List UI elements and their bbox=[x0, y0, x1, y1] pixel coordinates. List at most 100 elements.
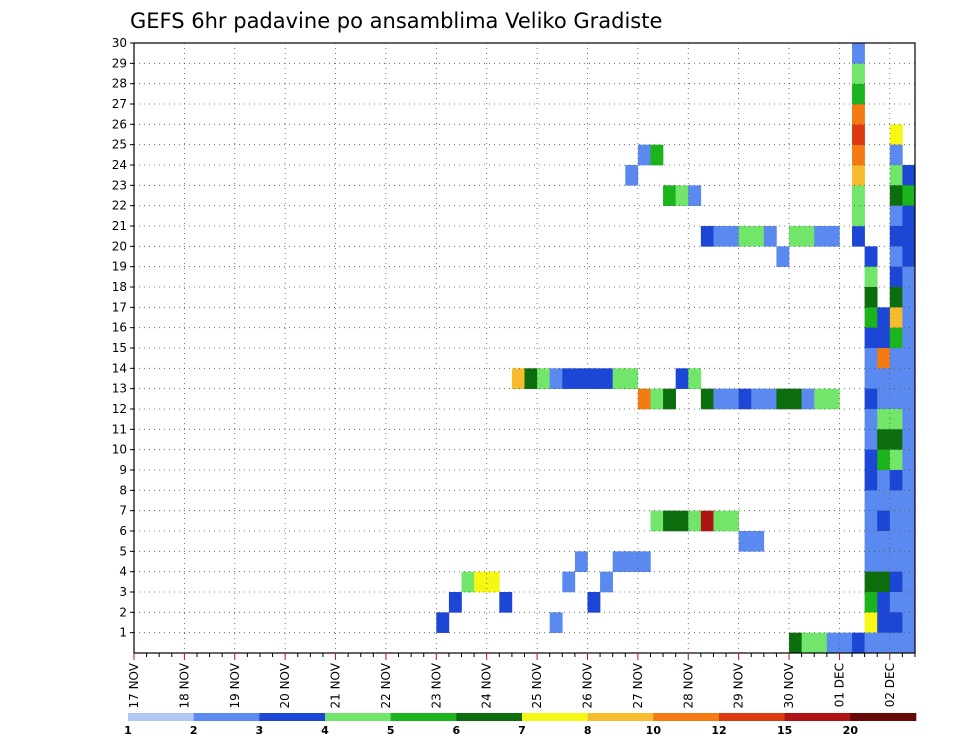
precip-cell bbox=[562, 571, 576, 593]
precip-cell bbox=[852, 124, 865, 145]
precip-cell bbox=[877, 327, 891, 349]
x-axis: 17 NOV 18 NOV 19 NOV 20 NOV 21 NOV 22 NOV 23 N… bbox=[127, 653, 916, 709]
precip-cell bbox=[738, 531, 752, 552]
precip-cell bbox=[902, 185, 916, 206]
precip-cell bbox=[902, 266, 916, 288]
precip-cell bbox=[826, 632, 840, 654]
y-tick-label: 19 bbox=[112, 260, 127, 274]
precip-cell bbox=[889, 327, 903, 349]
y-tick-label: 20 bbox=[112, 239, 127, 253]
precip-cell bbox=[889, 571, 903, 593]
legend-color-swatch bbox=[850, 713, 917, 721]
y-tick-label: 11 bbox=[112, 422, 127, 436]
precip-cell bbox=[625, 165, 639, 186]
precip-cell bbox=[889, 632, 903, 654]
precip-cell bbox=[902, 409, 916, 430]
precip-cell bbox=[877, 429, 891, 450]
y-tick-label: 29 bbox=[112, 56, 127, 70]
precip-cell bbox=[889, 409, 903, 430]
precip-cell bbox=[738, 388, 752, 410]
precip-cell bbox=[650, 510, 664, 532]
precip-cell bbox=[864, 571, 878, 593]
y-axis: 1234567891011121314151617181920212223242… bbox=[112, 36, 134, 640]
legend-level-label: 15 bbox=[777, 724, 792, 737]
precip-cell bbox=[789, 388, 802, 410]
y-tick-label: 24 bbox=[112, 158, 127, 172]
precip-cell bbox=[625, 551, 639, 572]
precip-cell bbox=[826, 226, 840, 247]
x-tick-label: 30 NOV bbox=[782, 662, 796, 708]
precip-cell bbox=[776, 246, 790, 267]
precip-cell bbox=[612, 368, 626, 389]
precip-cell bbox=[889, 144, 903, 166]
precip-cell bbox=[688, 368, 702, 389]
precip-cell bbox=[852, 185, 865, 206]
precip-cell bbox=[486, 571, 500, 593]
precip-cell bbox=[688, 185, 702, 206]
precip-cell bbox=[864, 429, 878, 450]
precip-cell bbox=[663, 510, 676, 532]
precip-cell bbox=[801, 632, 815, 654]
legend-color-swatch bbox=[390, 713, 457, 721]
precip-cell bbox=[675, 185, 689, 206]
precip-cell bbox=[902, 226, 916, 247]
precip-cell bbox=[877, 368, 891, 389]
legend-level-label: 6 bbox=[453, 724, 461, 737]
precip-cell bbox=[726, 388, 739, 410]
legend-level-label: 5 bbox=[387, 724, 395, 737]
precip-cell bbox=[511, 368, 525, 389]
precip-cell bbox=[864, 449, 878, 471]
precip-cell bbox=[549, 368, 563, 389]
y-tick-label: 27 bbox=[112, 97, 127, 111]
precip-cell bbox=[612, 551, 626, 572]
x-tick-label: 02 DEC bbox=[883, 663, 897, 707]
precip-cell bbox=[864, 287, 878, 308]
precip-cell bbox=[574, 551, 588, 572]
precip-cell bbox=[625, 368, 639, 389]
precip-cell bbox=[889, 429, 903, 450]
precip-cell bbox=[675, 510, 689, 532]
y-tick-label: 9 bbox=[119, 463, 127, 477]
precip-cell bbox=[902, 592, 916, 613]
precip-cell bbox=[877, 612, 891, 633]
x-tick-label: 18 NOV bbox=[177, 662, 191, 708]
precip-cell bbox=[864, 266, 878, 288]
precip-cell bbox=[889, 388, 903, 410]
precip-cell bbox=[763, 388, 777, 410]
precip-cell bbox=[700, 510, 714, 532]
precip-cell bbox=[826, 388, 840, 410]
precip-cell bbox=[574, 368, 588, 389]
y-tick-label: 25 bbox=[112, 138, 127, 152]
precip-cell bbox=[814, 388, 828, 410]
precip-cell bbox=[814, 632, 828, 654]
precip-cell bbox=[524, 368, 538, 389]
precip-cell bbox=[902, 510, 916, 532]
precip-cell bbox=[436, 612, 450, 633]
precip-cell bbox=[902, 449, 916, 471]
precip-cell bbox=[902, 327, 916, 349]
precip-cell bbox=[902, 612, 916, 633]
y-tick-label: 15 bbox=[112, 341, 127, 355]
precip-cell bbox=[751, 531, 765, 552]
precip-cell bbox=[600, 368, 613, 389]
precip-cell bbox=[738, 226, 752, 247]
precip-cell bbox=[902, 287, 916, 308]
precip-cell bbox=[852, 83, 865, 105]
legend-level-label: 3 bbox=[256, 724, 264, 737]
precip-cell bbox=[902, 571, 916, 593]
precip-cell bbox=[877, 348, 891, 369]
precip-cell bbox=[889, 348, 903, 369]
precip-cell bbox=[902, 531, 916, 552]
precip-cell bbox=[889, 266, 903, 288]
legend-level-label: 8 bbox=[584, 724, 592, 737]
precip-cell bbox=[877, 632, 891, 654]
y-tick-label: 16 bbox=[112, 321, 127, 335]
y-tick-label: 13 bbox=[112, 382, 127, 396]
y-tick-label: 23 bbox=[112, 178, 127, 192]
x-tick-label: 23 NOV bbox=[429, 662, 443, 708]
precip-cell bbox=[637, 551, 651, 572]
precip-cell bbox=[889, 551, 903, 572]
chart-title: GEFS 6hr padavine po ansamblima Veliko G… bbox=[130, 9, 662, 33]
precip-cell bbox=[902, 307, 916, 328]
precip-cell bbox=[864, 531, 878, 552]
